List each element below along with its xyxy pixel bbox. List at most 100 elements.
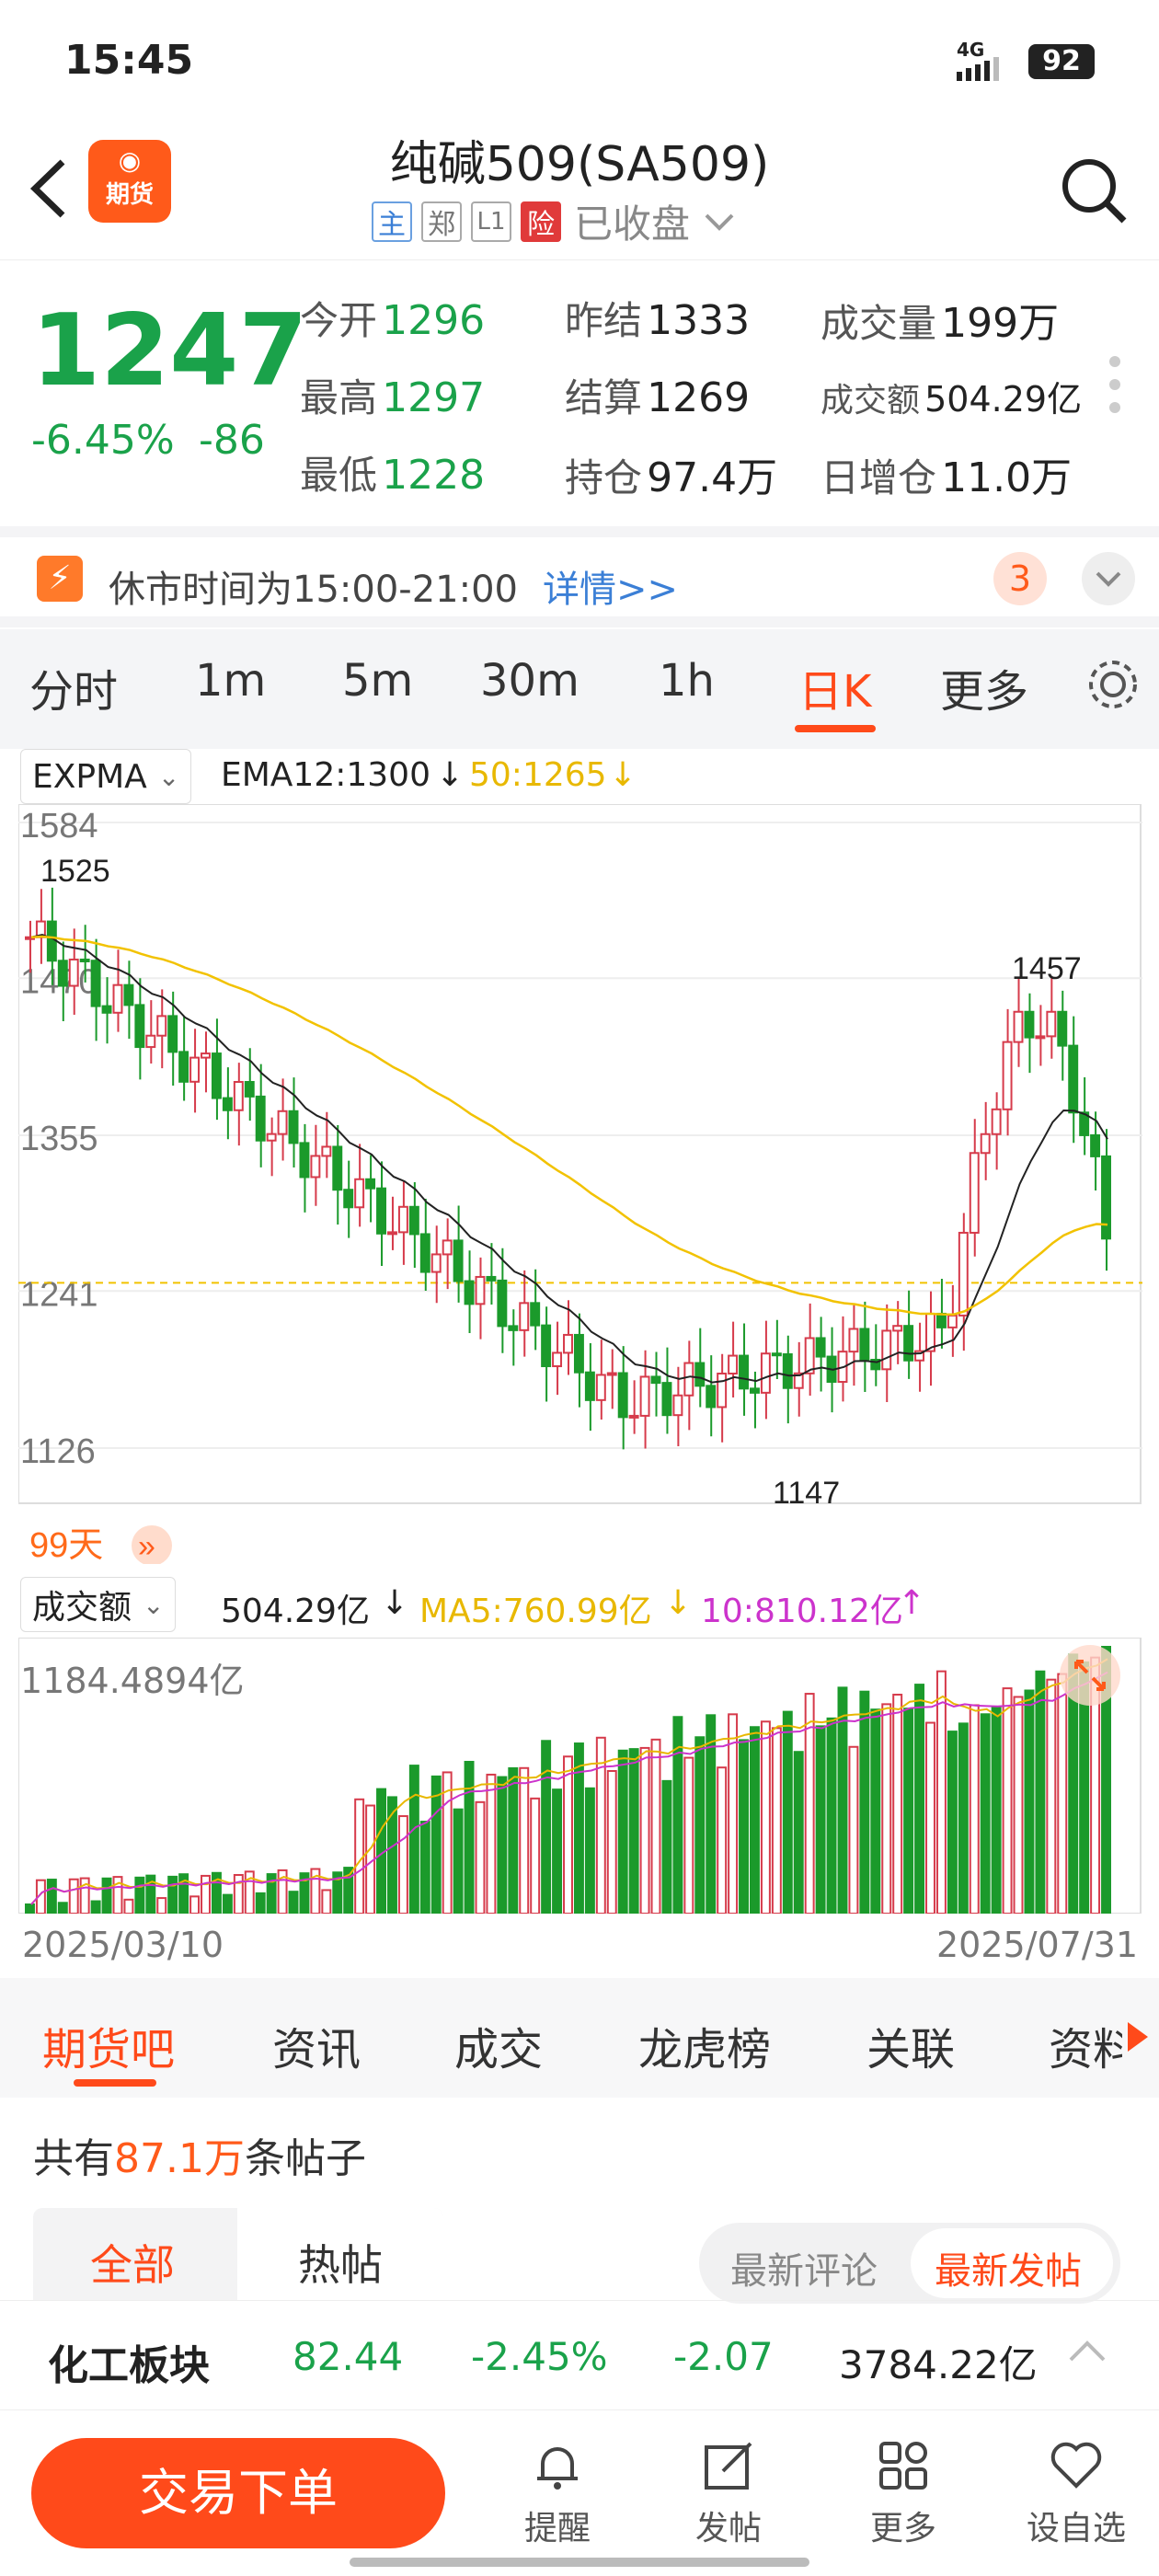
prev-settle-value: 1333 [647,297,751,344]
volume-bar [947,1731,958,1914]
tab-dragon-tiger[interactable]: 龙虎榜 [638,2024,772,2076]
candle [430,1253,442,1273]
candle [299,1142,310,1179]
candle [606,1372,617,1376]
notice-count-badge[interactable]: 3 [993,552,1047,605]
volume-bar [1002,1687,1013,1914]
candle [387,1231,397,1236]
tab-30m[interactable]: 30m [480,655,580,707]
search-icon[interactable] [1058,155,1131,228]
volume-bar [584,1787,595,1914]
down-arrow-icon: ↓ [436,756,465,794]
volume-bar [167,1875,178,1914]
volume-bar [68,1878,79,1914]
candle [419,1233,430,1273]
tab-timeshare[interactable]: 分时 [29,666,119,718]
back-arrow-icon[interactable] [28,156,68,221]
candle [530,1302,541,1327]
tab-profile[interactable]: 资料 [1049,2024,1122,2076]
more-dots-icon[interactable] [1104,352,1126,417]
app-badge-label: 期货 [105,181,154,209]
nav-post[interactable]: 发帖 [664,2438,793,2549]
indicator-name: EXPMA [32,757,147,796]
post-count-prefix: 共有 [33,2135,114,2182]
tab-1m[interactable]: 1m [195,655,267,707]
candle [958,1231,969,1317]
sort-latest-post[interactable]: 最新发帖 [935,2250,1082,2293]
y-tick-label: 1241 [20,1275,98,1314]
ma10-label: 10:810.12亿 [701,1593,903,1630]
chevron-down-icon[interactable] [701,208,738,236]
sort-latest-comment[interactable]: 最新评论 [730,2250,878,2293]
chevron-up-icon[interactable] [1067,2338,1107,2365]
candle [563,1333,573,1354]
tab-daily[interactable]: 日K [798,666,872,718]
tab-forum[interactable]: 期货吧 [42,2024,176,2076]
volume-bar [595,1736,606,1914]
market-notice[interactable]: ⚡ 休市时间为15:00-21:00 详情>> 3 [0,526,1159,627]
volume-bar [903,1708,914,1914]
candle [650,1375,661,1385]
sector-bar[interactable]: 化工板块 82.44 -2.45% -2.07 3784.22亿 [0,2300,1159,2410]
bottom-navigation: 交易下单 提醒 发帖 更多 设自选 [0,2410,1159,2576]
nav-alert[interactable]: 提醒 [493,2438,622,2549]
kline-chart[interactable]: 1584147013551241112615251457114799天» [18,804,1142,1564]
volume-bar [1046,1678,1057,1914]
nav-more[interactable]: 更多 [839,2438,968,2549]
tag-risk[interactable]: 险 [521,201,561,242]
tab-more[interactable]: 更多 [940,666,1029,718]
clock: 15:45 [64,37,194,84]
candle [343,1189,354,1209]
fullscreen-icon[interactable] [1058,1643,1122,1708]
volume-max-label: 1184.4894亿 [20,1661,245,1701]
expand-chevron-icon[interactable] [1082,552,1135,605]
candle [552,1351,563,1368]
tab-news[interactable]: 资讯 [272,2024,361,2076]
turnover-value: 504.29亿 [924,379,1083,420]
post-count-value: 87.1万 [114,2135,245,2182]
volume-bar [563,1755,573,1914]
notice-detail-link[interactable]: 详情>> [543,569,679,611]
candle [573,1333,584,1374]
indicator-select[interactable]: EXPMA ⌄ [20,749,192,804]
volume-value: 504.29亿 [221,1593,370,1630]
tab-related[interactable]: 关联 [866,2024,956,2076]
open-value: 1296 [382,297,486,344]
scroll-right-icon[interactable] [1124,2018,1152,2055]
tab-5m[interactable]: 5m [342,655,414,707]
candle [672,1394,683,1417]
candle [211,1052,222,1099]
oi-change-value: 11.0万 [941,454,1073,501]
home-indicator [350,2558,809,2567]
gear-icon[interactable] [1085,657,1141,712]
candle [508,1325,519,1331]
sector-pct: -2.45% [471,2334,608,2379]
tag-main: 主 [372,201,412,242]
heart-icon [1050,2442,1102,2489]
start-date: 2025/03/10 [22,1925,224,1965]
trade-button[interactable]: 交易下单 [31,2438,445,2548]
nav-watchlist[interactable]: 设自选 [1012,2438,1141,2549]
candle [497,1279,508,1328]
instrument-tags: 主 郑 L1 险 已收盘 [372,193,738,249]
volume-select[interactable]: 成交额 ⌄ [20,1577,177,1632]
volume-bar [826,1717,837,1914]
candle [1090,1133,1101,1157]
tab-1h[interactable]: 1h [659,655,715,707]
candle [1024,1010,1035,1039]
candle [354,1178,365,1209]
candle [376,1187,387,1235]
high-label: 最高 [300,375,378,420]
candle [925,1312,935,1352]
volume-bar [343,1867,354,1914]
volume-bar [442,1771,453,1914]
volume-bar [201,1874,211,1914]
filter-all[interactable]: 全部 [90,2240,175,2290]
candle [617,1372,628,1419]
candle [156,1015,167,1037]
volume-label: 成交量 [820,301,937,346]
tab-trades[interactable]: 成交 [454,2024,544,2076]
filter-hot[interactable]: 热帖 [298,2240,383,2290]
candle [408,1205,419,1236]
volume-bar [793,1751,804,1914]
